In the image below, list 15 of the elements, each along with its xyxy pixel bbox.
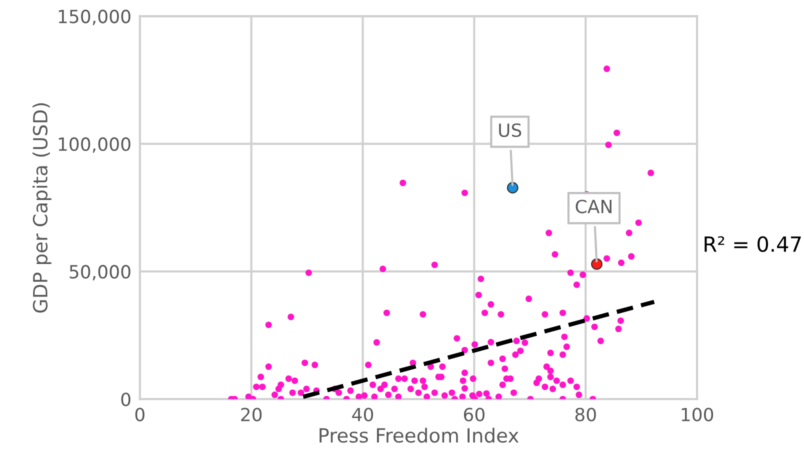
x-tick-label: 40 <box>352 408 374 422</box>
y-axis-title: GDP per Capita (USD) <box>32 103 52 313</box>
x-tick-label: 20 <box>241 408 262 422</box>
y-tick-label: 100,000 <box>58 137 130 153</box>
text: R² = 0.47 <box>704 236 801 252</box>
annotation: CAN <box>576 200 612 214</box>
x-tick-label: 80 <box>575 408 596 422</box>
y-tick-label: 150,000 <box>58 10 130 26</box>
x-tick-label: 0 <box>135 408 144 422</box>
annotation: US <box>499 123 522 138</box>
x-axis-title: Press Freedom Index <box>320 428 519 443</box>
y-tick-label: 50,000 <box>70 264 130 280</box>
x-tick-label: 100 <box>682 408 714 422</box>
x-tick-label: 60 <box>464 408 484 422</box>
y-tick-label: 0 <box>121 392 130 406</box>
